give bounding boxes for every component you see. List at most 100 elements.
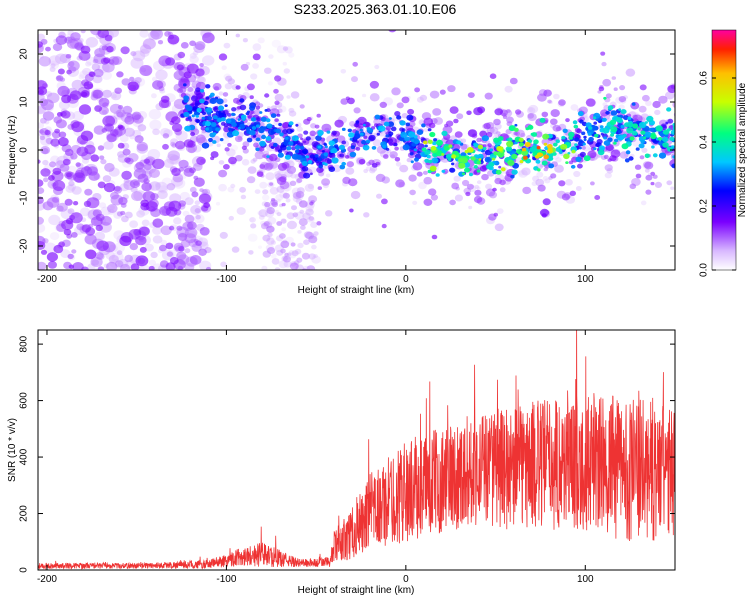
spectrogram-cell xyxy=(276,113,281,117)
spectrogram-cell xyxy=(458,162,466,169)
spectrogram-cell xyxy=(363,212,370,218)
spectrogram-cell xyxy=(401,113,408,119)
spectrogram-cell xyxy=(576,128,582,134)
spectrogram-cell xyxy=(376,193,382,199)
spectrogram-cell xyxy=(375,173,386,182)
spectrogram-cell xyxy=(199,63,204,67)
spectrogram-cell xyxy=(65,218,74,225)
spectrogram-cell xyxy=(594,195,601,200)
spectrogram-cell xyxy=(662,136,669,143)
spectrogram-cell xyxy=(451,162,455,166)
spectrogram-cell xyxy=(554,164,564,173)
spectrogram-cell xyxy=(114,186,121,192)
spectrogram-cell xyxy=(274,267,281,270)
spectrogram-cell xyxy=(593,147,597,151)
spectrogram-cell xyxy=(611,76,616,80)
spectrogram-cell xyxy=(465,191,471,197)
spectrogram-cell xyxy=(441,130,448,136)
spectrogram-cell xyxy=(341,127,346,131)
spectrogram-cell xyxy=(473,143,479,148)
spectrogram-cell xyxy=(258,245,262,249)
spectrogram-cell xyxy=(124,157,131,163)
spectrogram-cell xyxy=(150,30,163,40)
spectrogram-cell xyxy=(42,111,55,121)
spectrogram-cell xyxy=(623,115,629,121)
y-tick-label: -10 xyxy=(19,190,30,205)
spectrogram-cell xyxy=(436,139,443,146)
spectrogram-cell xyxy=(259,111,263,114)
spectrogram-cell xyxy=(376,132,380,136)
spectrogram-cell xyxy=(620,109,627,115)
spectrogram-cell xyxy=(73,172,86,183)
spectrogram-cell xyxy=(407,108,415,115)
spectrogram-cell xyxy=(286,128,293,135)
spectrogram-cell xyxy=(171,167,181,177)
spectrogram-cell xyxy=(116,111,124,118)
spectrogram-cell xyxy=(426,154,431,159)
spectrogram-cell xyxy=(249,95,254,100)
spectrogram-cell xyxy=(642,94,650,102)
spectrogram-cell xyxy=(324,145,328,149)
spectrogram-cell xyxy=(666,107,672,112)
spectrogram-cell xyxy=(368,134,376,141)
spectrogram-cell xyxy=(303,150,308,155)
spectrogram-cell xyxy=(331,147,338,154)
spectrogram-cell xyxy=(279,233,286,239)
spectrogram-cell xyxy=(267,129,275,135)
spectrogram-cell xyxy=(90,154,100,162)
spectrogram-cell xyxy=(635,173,642,179)
spectrogram-cell xyxy=(164,31,172,37)
spectrogram-cell xyxy=(672,122,675,127)
spectrogram-x-label: Height of straight line (km) xyxy=(298,285,415,296)
spectrogram-cell xyxy=(264,201,271,208)
spectrogram-cell xyxy=(296,178,303,183)
spectrogram-cell xyxy=(506,116,514,124)
spectrogram-cell xyxy=(363,168,369,174)
spectrogram-cell xyxy=(240,114,247,120)
spectrogram-cell xyxy=(670,186,675,190)
spectrogram-cell xyxy=(120,263,131,270)
spectrogram-cell xyxy=(381,223,387,229)
spectrogram-cell xyxy=(301,166,309,172)
spectrogram-cell xyxy=(676,151,679,154)
spectrogram-cell xyxy=(68,180,75,187)
spectrogram-cell xyxy=(396,102,404,109)
spectrogram-cell xyxy=(313,254,318,259)
spectrogram-cell xyxy=(328,166,336,172)
spectrogram-cell xyxy=(318,164,324,169)
spectrogram-cell xyxy=(223,123,229,128)
spectrogram-cell xyxy=(552,152,557,156)
spectrogram-cell xyxy=(366,127,371,131)
spectrogram-cell xyxy=(600,109,609,117)
spectrogram-cell xyxy=(609,119,617,126)
spectrogram-cell xyxy=(205,127,210,131)
spectrogram-cell xyxy=(270,145,275,149)
spectrogram-cell xyxy=(468,205,473,210)
spectrogram-cell xyxy=(66,69,72,75)
spectrogram-cell xyxy=(477,144,484,150)
spectrogram-cell xyxy=(200,89,205,93)
spectrogram-cell xyxy=(67,208,75,215)
spectrogram-cell xyxy=(260,116,267,122)
spectrogram-cell xyxy=(297,133,303,139)
spectrogram-cell xyxy=(97,30,109,39)
spectrogram-cell xyxy=(228,156,237,165)
spectrogram-cell xyxy=(400,132,408,138)
spectrogram-cell xyxy=(550,118,558,125)
spectrogram-cell xyxy=(38,261,47,270)
spectrogram-cell xyxy=(387,138,394,144)
spectrogram-cell xyxy=(70,32,81,41)
spectrogram-cell xyxy=(667,118,674,124)
spectrogram-cell xyxy=(432,108,442,116)
spectrogram-cell xyxy=(264,67,272,74)
spectrogram-cell xyxy=(353,136,358,140)
spectrogram-cell xyxy=(50,138,60,147)
spectrogram-cell xyxy=(179,191,190,201)
spectrogram-cell xyxy=(383,121,390,127)
spectrogram-cell xyxy=(195,114,199,118)
spectrogram-cell xyxy=(274,100,280,106)
spectrogram-cell xyxy=(227,186,235,193)
spectrogram-cell xyxy=(613,141,617,145)
spectrogram-cell xyxy=(582,142,586,146)
spectrogram-cell xyxy=(242,38,248,43)
